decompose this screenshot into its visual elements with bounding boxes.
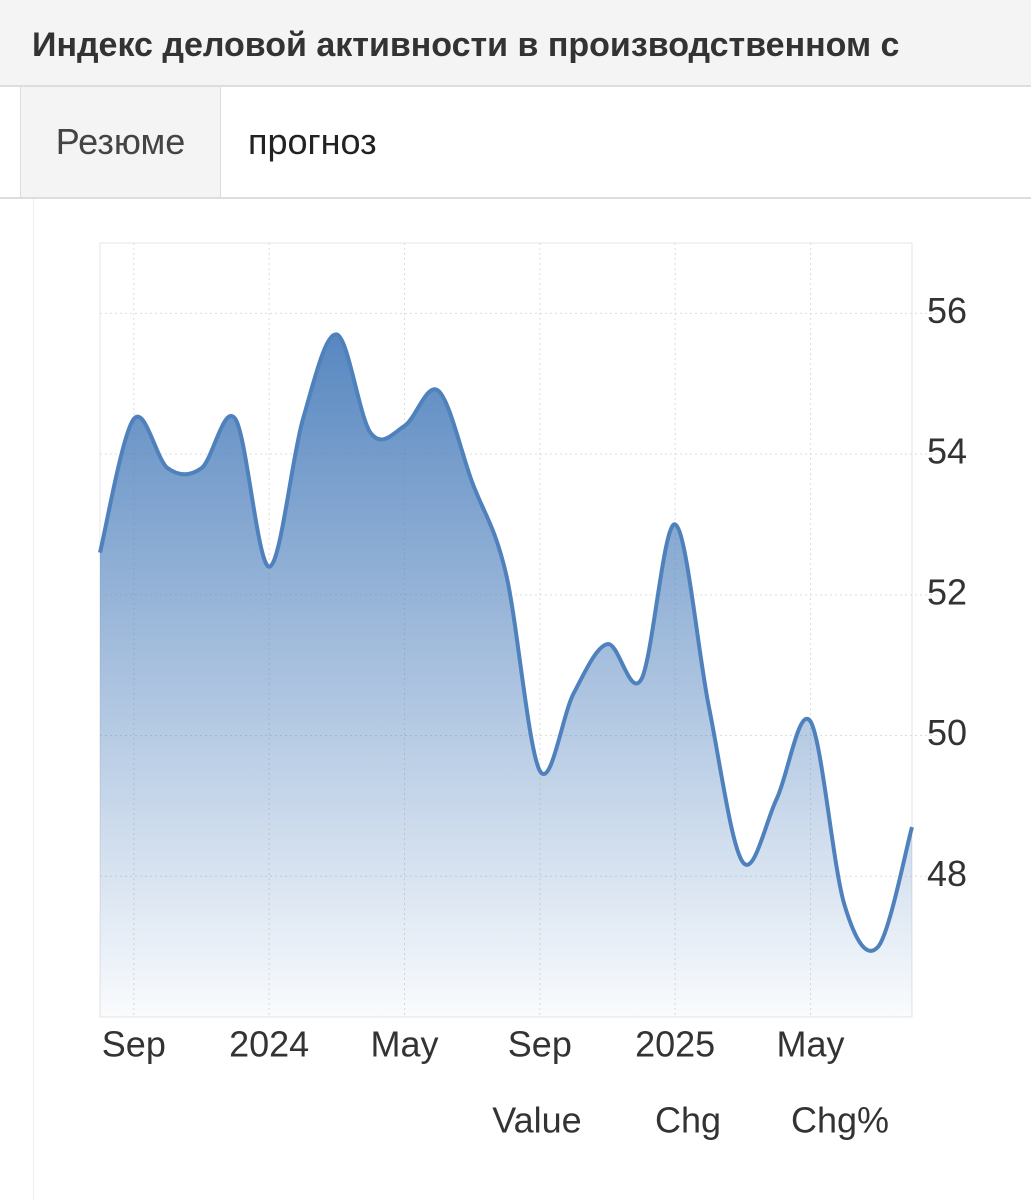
x-tick-label: Sep xyxy=(102,1024,166,1065)
y-tick-label: 50 xyxy=(927,712,967,753)
x-tick-label: May xyxy=(776,1024,844,1065)
x-tick-label: Sep xyxy=(508,1024,572,1065)
y-tick-label: 52 xyxy=(927,571,967,612)
tab[interactable]: Резюме xyxy=(20,87,221,197)
view-tab[interactable]: Value xyxy=(492,1100,581,1141)
view-tab[interactable]: Chg% xyxy=(791,1100,889,1141)
chart-card xyxy=(33,199,1031,1200)
y-tick-label: 48 xyxy=(927,853,967,894)
x-tick-label: May xyxy=(370,1024,438,1065)
tab-bar: Резюме прогноз xyxy=(0,87,1031,199)
view-tab[interactable]: Chg xyxy=(655,1100,721,1141)
y-tick-label: 54 xyxy=(927,431,967,472)
y-tick-label: 56 xyxy=(927,290,967,331)
page-title: Индекс деловой активности в производстве… xyxy=(32,26,900,64)
tab[interactable]: прогноз xyxy=(248,121,377,162)
x-tick-label: 2025 xyxy=(635,1024,715,1065)
line xyxy=(98,332,914,953)
area xyxy=(100,334,912,1017)
header: Индекс деловой активности в производстве… xyxy=(0,0,1031,87)
x-tick-label: 2024 xyxy=(229,1024,309,1065)
